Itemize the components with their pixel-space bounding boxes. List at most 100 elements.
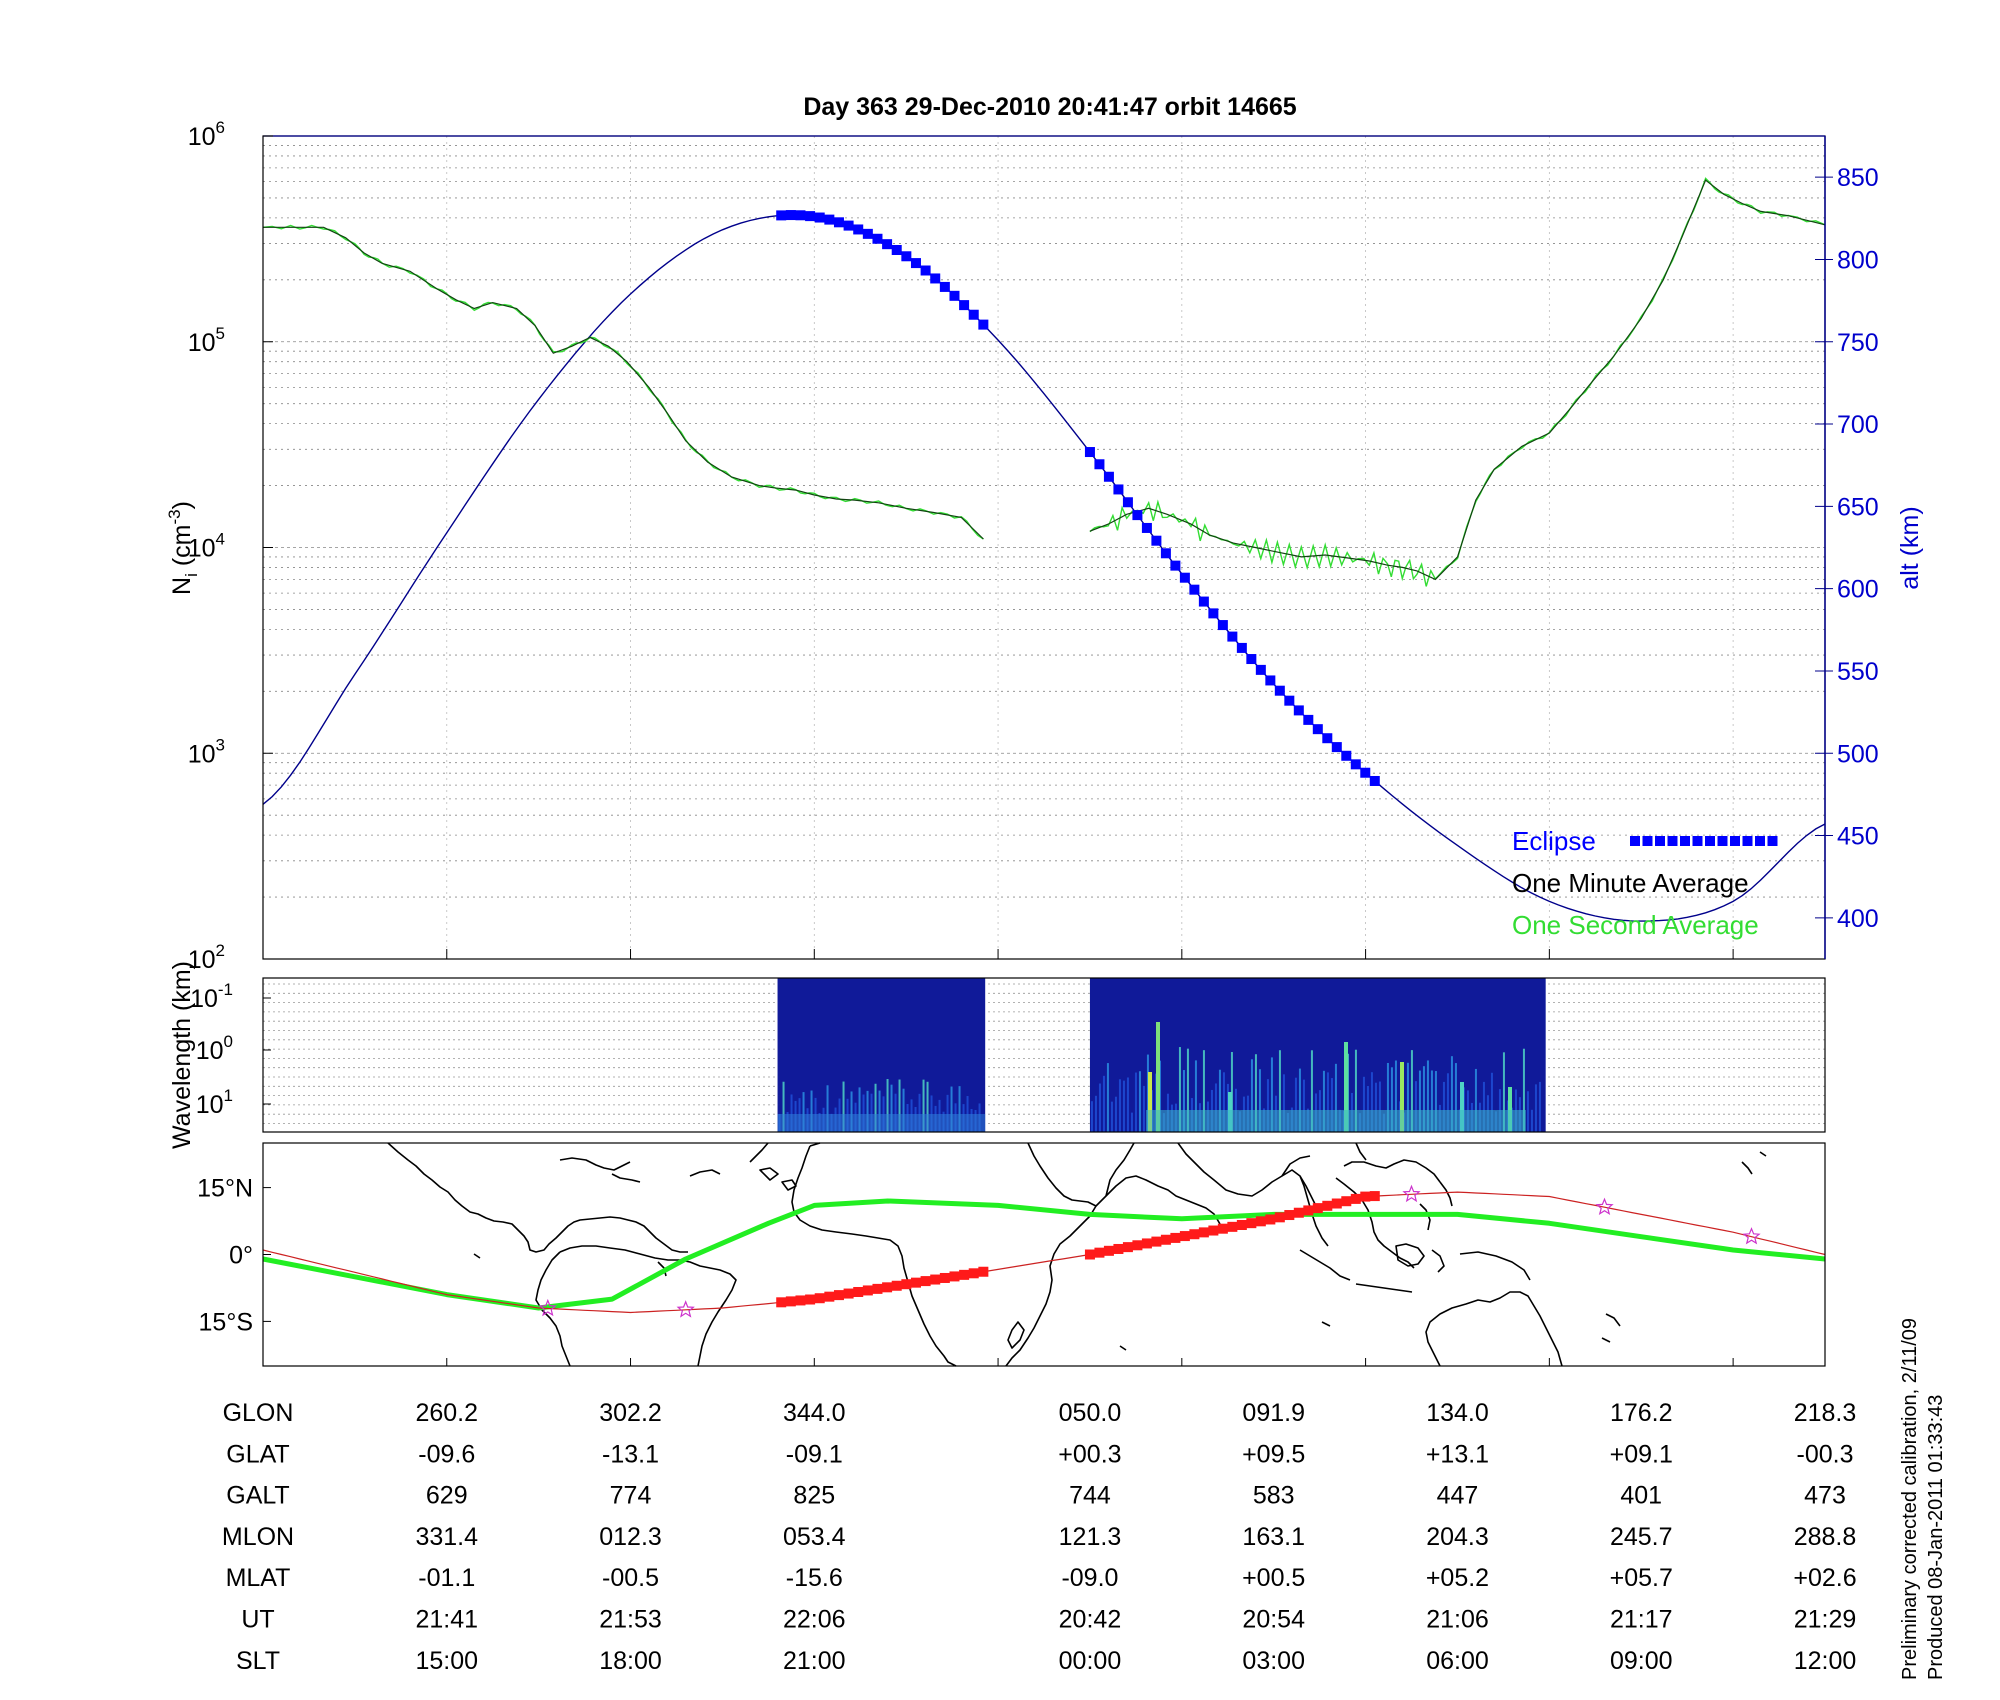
- spectrogram-streak: [1146, 1054, 1149, 1132]
- eclipse-marker: [862, 228, 873, 239]
- eclipse-marker: [1103, 471, 1114, 482]
- spectrogram-streak: [1482, 1081, 1485, 1132]
- ephemeris-cell: 20:54: [1242, 1606, 1305, 1634]
- alt-y-tick-label: 800: [1837, 246, 1879, 274]
- spectrogram-streak: [1454, 1063, 1457, 1132]
- eclipse-marker: [1369, 775, 1380, 786]
- spectrogram-streak: [802, 1092, 805, 1132]
- spectrogram-hot-streak: [1148, 1072, 1152, 1132]
- eclipse-marker: [1160, 548, 1171, 559]
- spectrogram-streak: [1182, 1070, 1185, 1132]
- eclipse-marker: [910, 258, 921, 269]
- ephemeris-cell: 218.3: [1794, 1399, 1857, 1427]
- tick-exp: -1: [218, 980, 233, 999]
- spectrogram-streak: [1422, 1066, 1425, 1132]
- spectrogram-streak: [1538, 1081, 1541, 1132]
- spectrogram-streak: [918, 1093, 921, 1132]
- eclipse-track-marker: [833, 1290, 844, 1301]
- ground-track-grid: [446, 1358, 1734, 1366]
- eclipse-track-marker: [978, 1266, 989, 1277]
- alt-y-tick-label: 600: [1837, 576, 1879, 604]
- spectrogram-streak: [1294, 1077, 1297, 1132]
- eclipse-marker: [805, 211, 816, 222]
- eclipse-marker: [920, 265, 931, 276]
- alt-y-tick-label: 550: [1837, 658, 1879, 686]
- spectrogram-streak: [1430, 1070, 1433, 1132]
- eclipse-marker: [930, 273, 941, 284]
- tick-base: 10: [188, 535, 216, 563]
- spectrogram-hot-streak: [1344, 1042, 1348, 1132]
- legend-eclipse-marker: [1667, 836, 1678, 846]
- ephemeris-cell: +05.2: [1426, 1564, 1489, 1592]
- ephemeris-cell: 21:06: [1426, 1606, 1489, 1634]
- ephemeris-cell: -13.1: [602, 1440, 659, 1468]
- eclipse-track-marker: [1132, 1240, 1143, 1251]
- eclipse-marker: [833, 217, 844, 228]
- eclipse-marker: [1151, 535, 1162, 546]
- eclipse-marker: [824, 214, 835, 225]
- eclipse-track-marker: [891, 1280, 902, 1291]
- ephemeris-cell: 583: [1253, 1482, 1295, 1510]
- eclipse-marker: [959, 300, 970, 311]
- spectrogram-y-tick-label: 101: [196, 1086, 233, 1119]
- spectrogram-y-tick-label: 100: [196, 1032, 233, 1065]
- eclipse-track-marker: [862, 1285, 873, 1296]
- spectrogram-streak: [1258, 1069, 1261, 1132]
- eclipse-track-marker: [939, 1272, 950, 1283]
- legend-eclipse-marker: [1630, 836, 1640, 846]
- ephemeris-cell: +00.3: [1058, 1440, 1121, 1468]
- legend-eclipse-marker: [1742, 836, 1753, 846]
- spectrogram-streak: [1366, 1086, 1369, 1132]
- spectrogram-streak: [1138, 1071, 1141, 1132]
- spectrogram-streak: [1362, 1076, 1365, 1132]
- spectrogram-streak: [826, 1085, 829, 1132]
- eclipse-track-marker: [1369, 1191, 1380, 1202]
- eclipse-marker: [853, 224, 864, 235]
- ephemeris-cell: 21:41: [415, 1606, 478, 1634]
- legend-eclipse-marker: [1767, 836, 1778, 846]
- eclipse-track-marker: [853, 1286, 864, 1297]
- alt-y-tick-label: 400: [1837, 905, 1879, 933]
- spectrogram-streak: [1442, 1081, 1445, 1132]
- ground-track-panel: 15°N 0° 15°S: [197, 1142, 1826, 1367]
- spectrogram-streak: [950, 1086, 953, 1132]
- eclipse-track-marker: [785, 1296, 796, 1307]
- ephemeris-cell: -09.1: [786, 1440, 843, 1468]
- spectrogram-streak: [1194, 1060, 1197, 1132]
- spectrogram-streak: [1310, 1050, 1313, 1132]
- spectrogram-streak: [870, 1093, 873, 1132]
- ephemeris-cell: 629: [426, 1482, 468, 1510]
- eclipse-track-marker: [872, 1283, 883, 1294]
- ephemeris-cell: 21:00: [783, 1647, 846, 1675]
- spectrogram-streak: [902, 1088, 905, 1132]
- eclipse-marker: [1255, 664, 1266, 675]
- ephemeris-row-label: MLAT: [226, 1564, 291, 1592]
- spectrogram-streak: [1530, 1109, 1533, 1132]
- spectrogram-streak: [1474, 1068, 1477, 1132]
- ephemeris-cell: 134.0: [1426, 1399, 1489, 1427]
- ephemeris-cell: 22:06: [783, 1606, 846, 1634]
- eclipse-marker: [1217, 620, 1228, 631]
- alt-y-tick-label: 450: [1837, 823, 1879, 851]
- spectrogram-streak: [890, 1084, 893, 1132]
- eclipse-marker: [901, 251, 912, 262]
- spectrogram-frame: [262, 977, 1826, 1133]
- eclipse-track-marker: [824, 1291, 835, 1302]
- spectrogram-streak: [930, 1095, 933, 1132]
- eclipse-marker: [1208, 608, 1219, 619]
- eclipse-track-marker: [901, 1279, 912, 1290]
- minute-average-line: [263, 226, 984, 540]
- eclipse-marker: [1284, 695, 1295, 706]
- ephemeris-cell: 050.0: [1059, 1399, 1122, 1427]
- eclipse-marker: [1094, 459, 1105, 470]
- spectrogram-hot-streak: [1156, 1022, 1160, 1132]
- spectrogram-streak: [1130, 1112, 1133, 1132]
- spectrogram-streak: [1386, 1062, 1389, 1132]
- spectrogram-streak: [1418, 1070, 1421, 1132]
- eclipse-track-marker: [805, 1294, 816, 1305]
- eclipse-track-marker: [1151, 1236, 1162, 1247]
- eclipse-track-marker: [910, 1277, 921, 1288]
- eclipse-marker: [795, 210, 806, 221]
- eclipse-marker: [1236, 642, 1247, 653]
